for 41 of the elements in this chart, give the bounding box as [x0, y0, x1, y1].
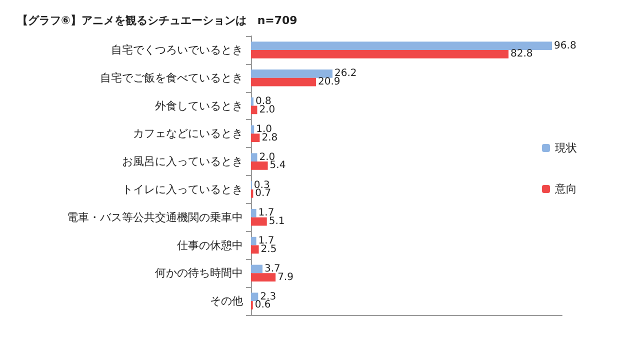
legend-label: 現状 — [555, 142, 577, 154]
data-label: 0.6 — [254, 300, 271, 311]
bar — [251, 78, 316, 86]
bar — [251, 236, 256, 246]
text: 【グラフ⑥】アニメを観るシチュエーションは n=709 — [17, 14, 298, 27]
bar — [251, 134, 260, 142]
bar — [251, 69, 332, 78]
data-label: 5.1 — [268, 216, 285, 228]
y-tick-label: その他 — [210, 294, 243, 308]
y-tick-label: トイレに入っているとき — [122, 182, 243, 196]
data-label: 2.8 — [262, 132, 278, 144]
data-label: 0.7 — [255, 188, 272, 200]
data-label: 5.4 — [270, 160, 286, 172]
data-label: 96.8 — [554, 40, 576, 52]
data-label: 7.9 — [278, 272, 294, 283]
y-tick-label: 電車・バス等公共交通機関の乗車中 — [67, 210, 243, 224]
bar — [251, 273, 276, 282]
y-tick-label: 外食しているとき — [155, 99, 243, 112]
y-tick-label: お風呂に入っているとき — [122, 155, 243, 168]
data-label: 20.9 — [318, 76, 340, 88]
bar — [251, 50, 509, 58]
bar — [251, 264, 263, 274]
bar — [251, 245, 259, 254]
y-tick-label: 何かの待ち時間中 — [155, 266, 243, 280]
data-label: 82.8 — [510, 48, 533, 60]
data-label: 3.7 — [264, 263, 280, 274]
bar — [251, 162, 268, 170]
y-tick-label: 自宅でご飯を食べているとき — [100, 71, 243, 84]
data-label: 2.5 — [260, 244, 277, 255]
legend-label: 意向 — [554, 182, 577, 196]
y-tick-label: 自宅でくつろいでいるとき — [111, 43, 243, 56]
bar — [251, 125, 254, 134]
bar — [251, 292, 258, 302]
bar — [251, 106, 258, 114]
y-tick-label: 仕事の休憩中 — [177, 238, 243, 252]
bar — [251, 42, 552, 50]
data-label: 2.0 — [259, 104, 276, 116]
y-tick-label: カフェなどにいるとき — [133, 127, 243, 140]
bar — [251, 208, 256, 218]
bar — [251, 153, 258, 162]
bar — [251, 217, 267, 226]
